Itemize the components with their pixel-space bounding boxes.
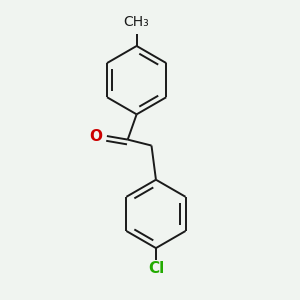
Text: O: O <box>89 128 102 143</box>
Text: Cl: Cl <box>148 262 164 277</box>
Text: CH₃: CH₃ <box>124 15 149 29</box>
